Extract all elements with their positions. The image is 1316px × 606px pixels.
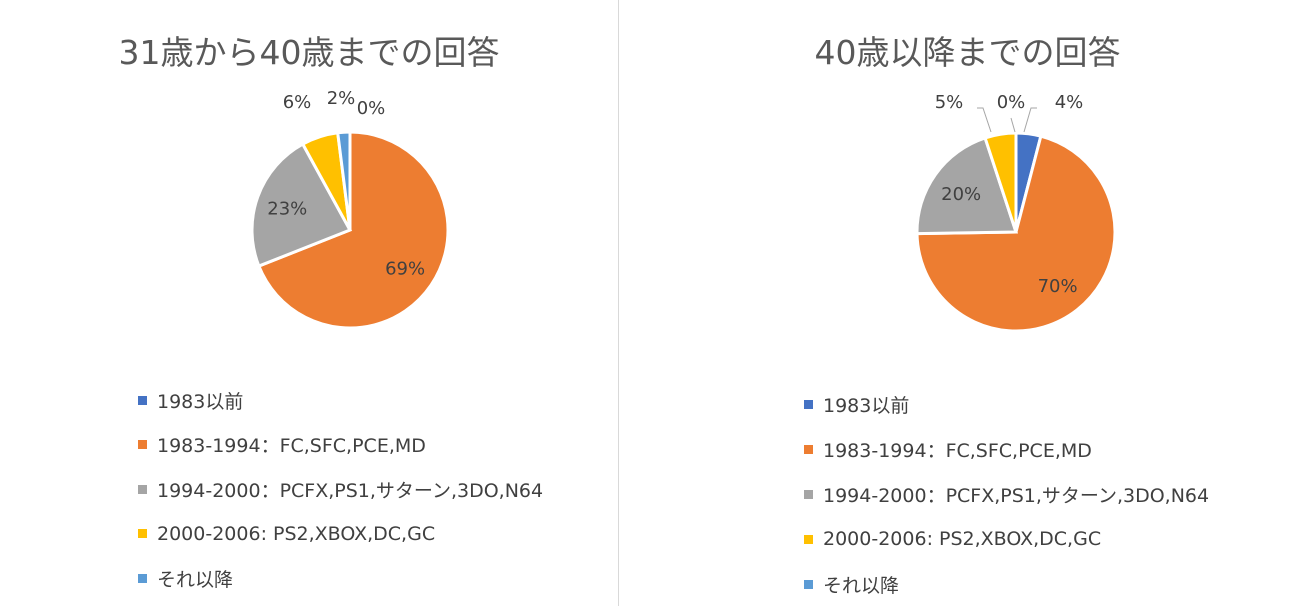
legend-label: 2000-2006: PS2,XBOX,DC,GC	[157, 522, 436, 545]
legend-label: 2000-2006: PS2,XBOX,DC,GC	[823, 528, 1102, 550]
legend-item: 1983-1994：FC,SFC,PCE,MD	[138, 433, 426, 457]
legend-swatch	[138, 484, 147, 494]
pie-slice	[915, 136, 1019, 236]
legend-label: 1983以前	[157, 390, 244, 413]
legend-item: 1983以前	[804, 392, 910, 417]
legend-swatch	[804, 444, 813, 454]
pie-slice	[256, 130, 450, 330]
legend-swatch	[804, 579, 813, 589]
data-label: 6%	[283, 92, 312, 113]
data-label: 5%	[935, 92, 964, 113]
legend-swatch	[138, 529, 147, 538]
legend-label: 1994-2000：PCFX,PS1,サターン,3DO,N64	[823, 484, 1210, 507]
leader-line	[1023, 107, 1037, 133]
data-label: 20%	[941, 184, 981, 205]
legend-label: 1994-2000：PCFX,PS1,サターン,3DO,N64	[157, 479, 544, 502]
data-label: 23%	[267, 198, 307, 219]
leader-line	[1010, 117, 1016, 133]
data-label: 2%	[327, 88, 356, 109]
legend-item: 1983-1994：FC,SFC,PCE,MD	[804, 437, 1092, 462]
chart-title: 40歳以降までの回答	[814, 33, 1121, 72]
pie-chart: 4% 70% 20% 5% 0%	[915, 92, 1117, 333]
legend-item: 2000-2006: PS2,XBOX,DC,GC	[804, 527, 1101, 551]
leader-line	[977, 107, 992, 133]
legend-item: 1994-2000：PCFX,PS1,サターン,3DO,N64	[138, 477, 544, 502]
legend-label: それ以降	[823, 574, 900, 597]
legend-item: それ以降	[138, 566, 234, 591]
chart-title: 31歳から40歳までの回答	[118, 33, 500, 72]
legend-item: 1983以前	[138, 388, 244, 413]
data-label: 0%	[997, 92, 1026, 113]
chart-panel-40-plus: 40歳以降までの回答 4% 70% 20% 5% 0% 1983以前 1983-1994：…	[619, 0, 1316, 606]
legend-item: 1994-2000：PCFX,PS1,サターン,3DO,N64	[804, 482, 1210, 507]
pie-chart: 0% 69% 23% 6% 2%	[250, 88, 450, 330]
legend-item: 2000-2006: PS2,XBOX,DC,GC	[138, 522, 435, 546]
data-label: 0%	[357, 98, 386, 119]
pie-slice	[336, 130, 352, 231]
pie-slice	[250, 142, 353, 269]
pie-slice	[915, 134, 1117, 333]
legend-label: 1983-1994：FC,SFC,PCE,MD	[157, 435, 426, 457]
data-label: 70%	[1038, 276, 1078, 297]
data-label: 69%	[385, 258, 425, 279]
legend-swatch	[138, 395, 147, 405]
data-label: 4%	[1055, 92, 1084, 113]
legend-label: それ以降	[157, 568, 234, 591]
legend-swatch	[138, 573, 147, 583]
legend-swatch	[804, 489, 813, 499]
legend-item: それ以降	[804, 572, 900, 597]
legend-swatch	[138, 440, 147, 449]
chart-panel-31-40: 31歳から40歳までの回答 0% 69% 23% 6% 2% 1983以前 1983-19…	[0, 0, 618, 606]
legend-swatch	[804, 534, 813, 544]
pie-slice	[983, 131, 1018, 233]
legend-swatch	[804, 399, 813, 409]
panel-divider	[618, 0, 619, 606]
legend-label: 1983-1994：FC,SFC,PCE,MD	[823, 439, 1092, 462]
legend-label: 1983以前	[823, 394, 910, 417]
